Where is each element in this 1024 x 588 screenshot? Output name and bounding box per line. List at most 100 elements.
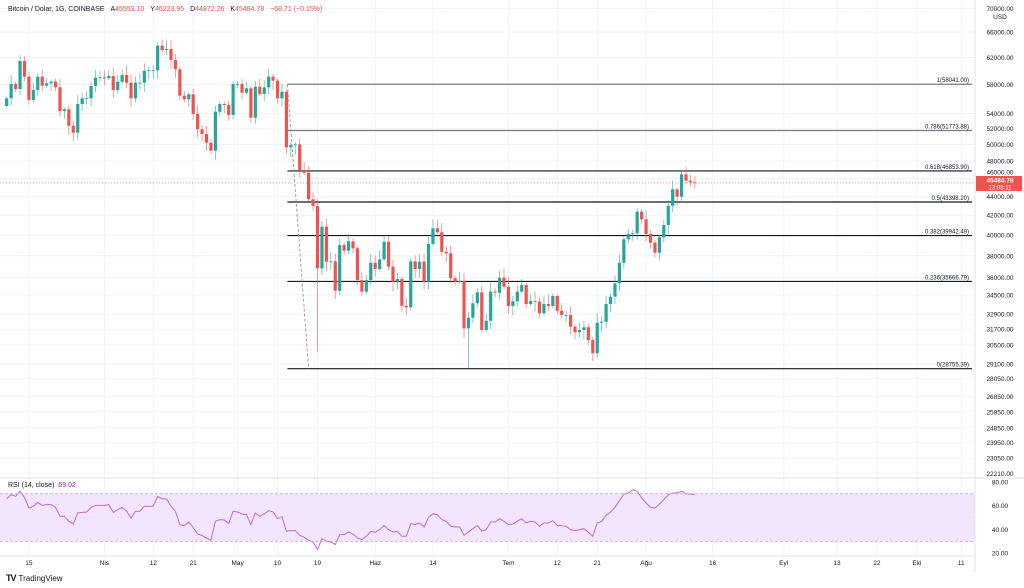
candle [595,313,599,358]
chart-canvas[interactable]: 1(58041.00) 0.786(51773.88) 0.618(46853.90… [0,0,1024,572]
candle [235,80,240,89]
tradingview-logo[interactable]: TV TradingView [6,573,63,583]
candle-body [573,326,577,333]
brand-name: TradingView [18,573,63,583]
candle-body [529,301,533,305]
candle-body [53,81,58,88]
candle-body [76,103,80,133]
symbol-title[interactable]: Bitcoin / Dolar, 1G, COINBASE [8,6,105,13]
candle [116,74,120,94]
candle [480,286,484,333]
candle [608,293,613,313]
candle-body [218,103,222,112]
candle-body [617,262,622,284]
candle [98,71,102,83]
candle [209,138,213,155]
open-label: A [110,6,116,13]
candle [9,75,13,106]
candle [666,200,670,235]
candle [395,272,400,290]
candle [493,288,497,298]
candle-body [542,304,546,314]
time-tick-label: 12 [150,560,158,567]
candle-body [582,327,586,330]
candle-body [31,90,35,100]
price-tick-label: 54000.00 [986,111,1013,118]
candle [671,180,675,213]
candle-body [196,113,200,130]
candle [404,297,408,316]
candle-body [173,59,178,70]
candle-body [489,291,493,321]
candle-body [586,327,590,341]
candle-body [209,142,213,151]
candle-body [307,172,311,200]
candle [657,235,661,261]
candle [267,68,271,95]
candle-body [626,233,630,240]
time-tick-label: 10 [274,560,282,567]
candle [142,63,146,92]
time-tick-label: Eki [912,560,921,567]
candle [218,101,222,117]
rsi-value: 69.02 [58,482,76,489]
price-tick-label: 31700.00 [986,327,1013,334]
candle [62,107,67,119]
candle [679,172,684,201]
candle [80,93,84,111]
candles [5,39,697,369]
candle [147,66,151,80]
candle-body [506,286,511,306]
candle [71,120,75,142]
candle [617,254,622,291]
candle-body [391,266,395,282]
time-tick-label: 12 [554,560,562,567]
time-tick-label: May [231,560,244,567]
candle [320,221,324,276]
fib-level-label: 0.618(46853.90) [925,165,969,171]
candle [475,287,479,308]
fib-level-label: 0.236(35666.79) [925,275,969,281]
candle [537,297,542,318]
candle-body [45,83,49,86]
rsi-title[interactable]: RSI (14, close) [8,482,55,489]
axes[interactable]: 70000.00 66000.00 62000.00 58000.00 54000.00… [0,0,1024,572]
candle [644,210,648,242]
candle [560,303,564,319]
candle [573,324,577,340]
candle-body [395,279,400,282]
price-tick-label: 46000.00 [986,169,1013,176]
candle-body [644,219,648,234]
candle-body [493,291,497,293]
fib-trend-line [286,84,310,369]
candle-body [688,180,693,183]
last-price-badge [976,175,1022,191]
candle [302,162,306,176]
candle-body [497,277,502,293]
candle-body [58,87,62,111]
candle-body [475,292,479,304]
candle-body [413,261,417,269]
candle-body [107,76,111,79]
tv-logo-icon: TV [6,573,16,583]
candle [613,275,617,304]
candle [200,125,204,142]
candle-body [85,98,89,100]
candle-body [147,70,151,72]
candle [484,313,488,333]
candle-body [457,281,462,282]
candle-body [418,261,422,269]
price-tick-label: 42000.00 [986,213,1013,220]
fibonacci-retracement[interactable]: 1(58041.00) 0.786(51773.88) 0.618(46853.90… [286,78,972,370]
candle-body [355,248,360,281]
candle [204,126,209,151]
candle-body [160,45,164,50]
candle [107,69,111,81]
candle [533,291,537,312]
price-tick-label: 58000.00 [986,82,1013,89]
candle-body [89,85,93,99]
candle-body [520,285,524,292]
price-tick-label: 34500.00 [986,292,1013,299]
candle-body [67,109,71,126]
candle-body [71,125,75,133]
